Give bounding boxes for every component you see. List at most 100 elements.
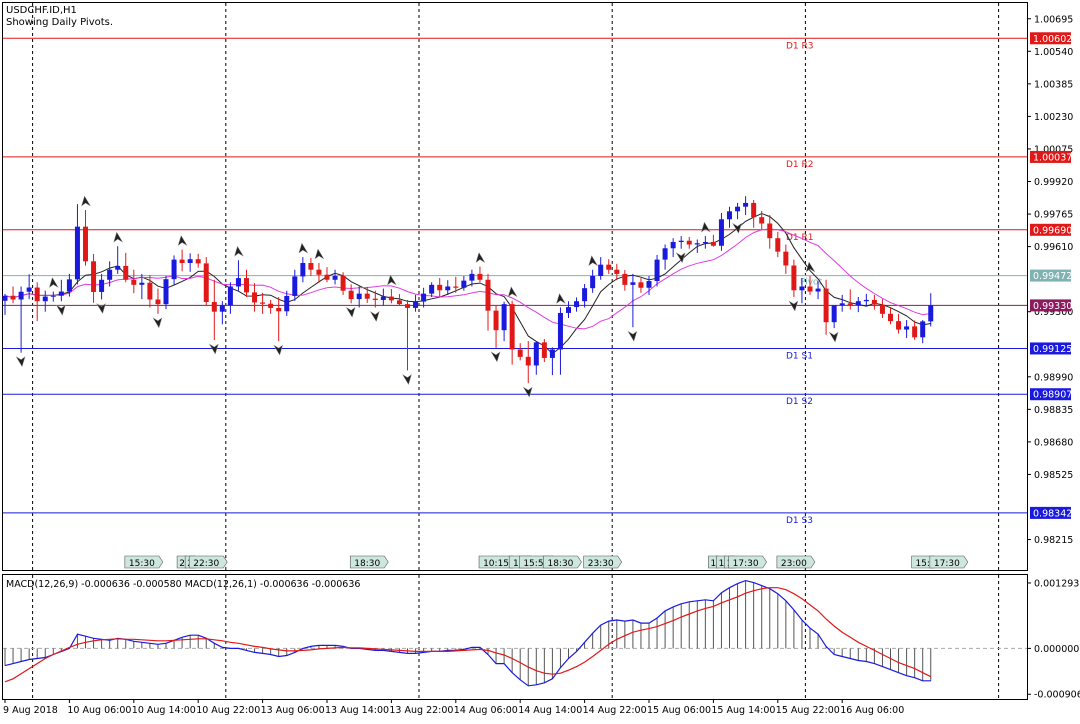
time-tick-label: 10 Aug 14:00: [132, 705, 196, 716]
candle-body: [437, 284, 443, 291]
candle: [461, 276, 467, 291]
candle: [735, 202, 741, 220]
candle-body: [195, 259, 201, 264]
price-tick-label: 1.00540: [1034, 47, 1073, 58]
fractal-down-arrow: [96, 302, 107, 315]
candle: [920, 320, 926, 344]
candle-body: [614, 269, 620, 274]
time-tick-label: 16 Aug 06:00: [840, 705, 904, 716]
candle-body: [920, 321, 926, 338]
candle-body: [775, 238, 781, 252]
pivot-price-tag-text: 1.00602: [1033, 34, 1072, 45]
current-price-tag: 0.99330: [1030, 299, 1072, 312]
fractal-down-arrow: [209, 343, 219, 355]
candle: [421, 287, 427, 308]
candle: [549, 347, 555, 376]
time-tick-label: 14 Aug 22:00: [583, 705, 647, 716]
candle-body: [710, 241, 716, 246]
candle: [823, 279, 829, 335]
price-axis[interactable]: 1.00695 1.00540 1.00385 1.00230 1.00075 0.999…: [1027, 14, 1073, 546]
moving-average-line: [4, 212, 931, 355]
candle-body: [461, 280, 467, 288]
candle-body: [300, 262, 306, 277]
candle: [74, 204, 80, 285]
candle: [195, 253, 201, 268]
time-tag-box: [583, 555, 623, 569]
candle: [107, 261, 113, 287]
macd-axis: 0.001293 0.000000 -0.000906: [1027, 578, 1080, 701]
candle: [614, 263, 620, 281]
pivot-line-label: D1 S1: [786, 351, 813, 361]
time-tag-box: [349, 555, 389, 569]
candle-body: [316, 269, 322, 275]
candle: [211, 279, 217, 341]
candle-body: [421, 293, 427, 302]
time-axis[interactable]: 9 Aug 2018 10 Aug 06:00 10 Aug 14:00 10 Aug…: [3, 699, 904, 716]
candle-body: [630, 282, 636, 285]
time-tag-box: [929, 555, 969, 569]
price-tick-label: 0.98680: [1034, 437, 1073, 448]
candle: [888, 307, 893, 325]
candle-body: [863, 299, 869, 302]
candle-body: [179, 259, 185, 263]
candle: [557, 307, 563, 375]
candle: [566, 301, 571, 318]
time-tick-label: 15 Aug 22:00: [776, 705, 840, 716]
candle: [340, 272, 346, 295]
candle: [879, 299, 885, 318]
candle: [203, 257, 209, 306]
candle: [2, 293, 8, 315]
moving-average-line: [4, 228, 931, 330]
candles[interactable]: [2, 196, 934, 384]
candle-body: [171, 259, 177, 280]
pivot-line-label: D1 R2: [786, 160, 814, 170]
fractal-down-arrow: [345, 306, 356, 318]
candle: [66, 273, 72, 297]
time-tag-text: 2: [179, 559, 185, 569]
pivot-price-tag: 1.00602: [1030, 32, 1072, 45]
candle: [590, 269, 596, 293]
candle: [219, 301, 225, 325]
pivot-price-tag-text: 0.98342: [1033, 508, 1072, 519]
candle-body: [662, 248, 668, 260]
candle: [380, 288, 386, 306]
candle-body: [823, 288, 829, 323]
candle: [493, 305, 499, 348]
time-tag-text: 1: [719, 559, 725, 569]
candle: [348, 284, 354, 304]
time-tick-label: 13 Aug 22:00: [389, 705, 453, 716]
fractal-up-arrow: [314, 248, 325, 260]
candle: [574, 297, 580, 312]
candle-body: [235, 278, 241, 287]
time-tag: 23:00: [776, 555, 816, 569]
macd-tick-label: 0.000000: [1034, 644, 1079, 655]
price-tick-label: 0.98215: [1034, 535, 1073, 546]
candle: [324, 267, 330, 283]
candle: [630, 273, 636, 328]
fractal-up-arrow: [81, 195, 91, 207]
candle-body: [364, 293, 370, 299]
candle: [517, 343, 523, 361]
candle-body: [340, 276, 346, 291]
candle: [606, 259, 612, 274]
candle: [863, 293, 869, 307]
candle-body: [284, 295, 290, 312]
candle: [83, 210, 88, 266]
time-tag-text: 23:30: [588, 559, 614, 569]
time-tag-box: [543, 555, 582, 569]
fractal-up-arrow: [555, 292, 566, 305]
current-price-tag-box: [1030, 299, 1071, 312]
time-tag-box: [188, 555, 228, 569]
candle-body: [678, 240, 684, 242]
candle-body: [638, 282, 644, 288]
candle: [815, 281, 821, 300]
pivot-price-tag: 1.00037: [1030, 150, 1072, 163]
gridlines: [32, 3, 1000, 699]
candle-body: [735, 206, 741, 212]
fractal-down-arrow: [675, 252, 686, 264]
candle: [139, 273, 145, 300]
time-tag-box: [124, 555, 164, 569]
candle: [477, 266, 483, 283]
